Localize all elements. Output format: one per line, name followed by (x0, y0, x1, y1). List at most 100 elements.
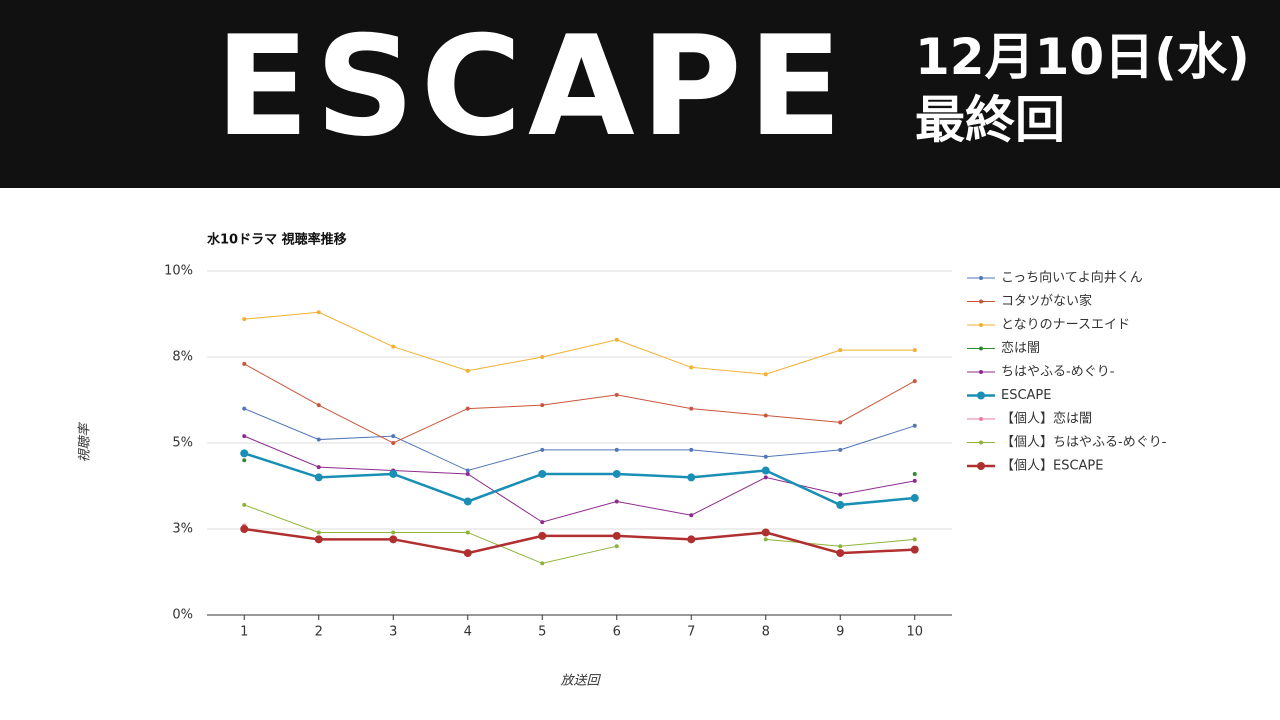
legend-marker (979, 440, 983, 445)
legend-marker (979, 370, 983, 374)
data-point (242, 434, 247, 439)
data-point (910, 494, 919, 503)
series-line (244, 435, 915, 523)
data-point (612, 469, 621, 478)
legend-marker (977, 462, 985, 470)
data-point (316, 310, 321, 315)
data-point (614, 544, 619, 549)
data-point (316, 465, 321, 470)
y-axis-label: 視聴率 (77, 422, 93, 463)
chart-title: 水10ドラマ 視聴率推移 (207, 232, 347, 248)
data-point (838, 447, 843, 452)
data-point (391, 441, 396, 445)
data-point (912, 537, 917, 542)
data-point (836, 500, 845, 509)
data-point (912, 478, 917, 483)
data-point (391, 530, 396, 535)
data-point (838, 492, 843, 497)
chart: 水10ドラマ 視聴率推移 放送回 視聴率 0% 3% 5% 8% 10% 1 2 3 4 5 6 7 8… (77, 232, 1167, 689)
data-point (838, 348, 843, 353)
series-line (244, 527, 915, 555)
x-tick-label: 6 (613, 625, 621, 640)
data-point (761, 466, 770, 475)
data-point (242, 458, 247, 463)
air-date: 12月10日(水) (915, 28, 1250, 86)
series-line (243, 452, 915, 507)
data-point (689, 406, 694, 411)
data-point (538, 469, 547, 478)
data-point (612, 531, 621, 540)
data-point (316, 437, 321, 442)
y-tick-label: 8% (172, 350, 193, 365)
legend-label: 【個人】ちはやふる-めぐり- (1001, 435, 1167, 450)
data-point (912, 423, 917, 428)
data-point (614, 499, 619, 504)
data-point (314, 535, 323, 544)
data-point (538, 531, 547, 540)
y-tick-label: 0% (172, 608, 193, 623)
legend-label: 【個人】ESCAPE (1001, 459, 1104, 474)
legend-marker (979, 323, 983, 327)
data-point (465, 530, 470, 535)
data-point (242, 502, 247, 507)
data-point (540, 447, 545, 452)
series-line (244, 408, 915, 472)
data-point (465, 406, 470, 411)
data-point (240, 449, 249, 458)
legend-label: 恋は闇 (1001, 340, 1040, 356)
data-point (761, 528, 770, 537)
data-point (242, 317, 247, 322)
x-tick-label: 8 (762, 625, 770, 640)
legend-marker (979, 299, 983, 304)
data-point (763, 413, 768, 418)
data-point (391, 344, 396, 349)
data-point (316, 530, 321, 535)
x-tick-label: 2 (315, 625, 323, 640)
data-point (316, 403, 321, 408)
x-axis-label: 放送回 (560, 674, 601, 689)
series-line (244, 363, 915, 444)
data-point (836, 549, 845, 558)
data-point (687, 535, 696, 544)
data-point (242, 361, 247, 366)
x-tick-label: 9 (836, 625, 844, 640)
data-point (912, 348, 917, 353)
data-point (465, 471, 470, 476)
data-point (240, 525, 249, 533)
legend-label: ESCAPE (1001, 388, 1052, 403)
x-tick-label: 1 (240, 625, 248, 640)
x-tick-label: 3 (389, 625, 397, 640)
data-point (614, 392, 619, 397)
legend-label: となりのナースエイド (1001, 318, 1130, 333)
legend-marker (979, 417, 983, 421)
data-point (689, 365, 694, 370)
x-tick-label: 5 (538, 625, 546, 640)
legend-marker (979, 276, 983, 280)
data-point (689, 513, 694, 518)
data-point (687, 473, 696, 482)
x-tick-label: 4 (464, 625, 472, 640)
series-line (244, 504, 915, 564)
data-point (463, 497, 472, 506)
data-point (910, 545, 919, 554)
data-point (242, 406, 247, 411)
legend-marker (977, 391, 985, 400)
data-point (391, 434, 396, 439)
data-point (465, 368, 470, 373)
data-point (912, 379, 917, 384)
episode: 最終回 (915, 91, 1065, 149)
data-point (838, 544, 843, 549)
data-point (314, 473, 323, 482)
legend-label: こっち向いてよ向井くん (1001, 270, 1143, 286)
legend-label: ちはやふる-めぐり- (1001, 365, 1115, 380)
data-point (763, 475, 768, 480)
data-point (763, 372, 768, 377)
data-point (389, 535, 398, 544)
legend-label: コタツがない家 (1001, 293, 1092, 309)
data-point (763, 537, 768, 542)
legend-marker (979, 346, 983, 351)
y-tick-label: 3% (172, 522, 193, 537)
data-point (912, 471, 917, 476)
header: ESCAPE 12月10日(水) 最終回 (0, 0, 1280, 188)
